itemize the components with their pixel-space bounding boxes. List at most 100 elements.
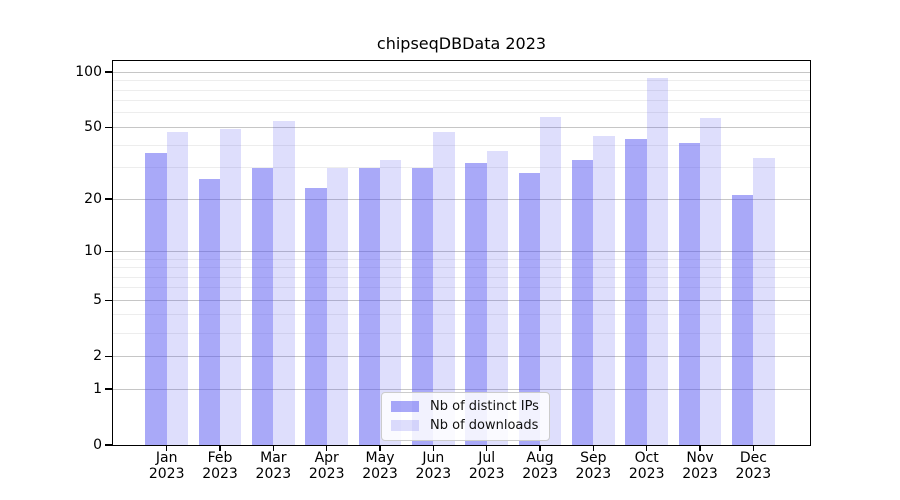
y-tick <box>105 126 112 129</box>
x-tick <box>485 445 488 451</box>
x-tick <box>539 445 541 451</box>
y-tick-label: 20 <box>84 191 102 208</box>
x-tick-label-feb: Feb 2023 <box>188 450 252 482</box>
bar-nb-of-distinct-ips-jan <box>145 153 167 445</box>
gridline-major <box>113 355 810 357</box>
y-tick-label: 2 <box>93 348 102 365</box>
gridline-major <box>113 71 810 73</box>
chart-title: chipseqDBData 2023 <box>376 34 547 53</box>
x-tick-year: 2023 <box>735 465 772 482</box>
gridline-major <box>113 299 810 301</box>
x-tick-label-sep: Sep 2023 <box>561 450 625 482</box>
y-tick-label: 10 <box>84 243 102 260</box>
x-tick <box>272 445 275 451</box>
gridline-major <box>113 198 810 200</box>
x-tick-label-mar: Mar 2023 <box>241 450 305 482</box>
x-tick-year: 2023 <box>682 465 718 482</box>
bar-nb-of-downloads-feb <box>220 129 242 445</box>
x-tick-month: Dec <box>739 450 767 466</box>
bar-nb-of-distinct-ips-jun <box>412 167 434 445</box>
x-tick <box>165 445 168 451</box>
x-tick-month: Mar <box>260 450 287 466</box>
x-tick <box>325 445 328 451</box>
bar-nb-of-downloads-apr <box>326 167 349 445</box>
bar-nb-of-downloads-aug <box>540 117 562 445</box>
gridline-minor <box>113 314 810 316</box>
x-tick-label-apr: Apr 2023 <box>295 450 359 482</box>
x-tick-month: Feb <box>207 450 233 466</box>
x-tick-year: 2023 <box>362 465 398 482</box>
x-tick-year: 2023 <box>202 465 238 482</box>
x-tick-month: Apr <box>314 450 339 466</box>
x-tick-label-jul: Jul 2023 <box>455 450 519 482</box>
legend-label-distinct-ips: Nb of distinct IPs <box>430 399 539 414</box>
bar-nb-of-downloads-dec <box>753 157 775 445</box>
x-tick-month: Sep <box>580 450 607 466</box>
y-tick <box>105 71 112 73</box>
x-tick-year: 2023 <box>468 465 505 482</box>
bar-nb-of-distinct-ips-oct <box>625 139 647 445</box>
gridline-minor <box>113 112 810 114</box>
y-tick-label: 1 <box>93 381 102 397</box>
bar-nb-of-downloads-jan <box>166 132 189 445</box>
x-tick-year: 2023 <box>628 465 665 482</box>
x-tick <box>379 445 381 451</box>
y-tick-label: 100 <box>75 64 102 81</box>
gridline-minor <box>113 100 810 102</box>
x-tick-year: 2023 <box>255 465 292 482</box>
legend-swatch-distinct-ips <box>391 401 419 412</box>
gridline-minor <box>113 287 810 289</box>
bar-nb-of-downloads-may <box>380 160 402 445</box>
bar-nb-of-downloads-sep <box>593 135 615 445</box>
legend: Nb of distinct IPs Nb of downloads <box>381 392 550 441</box>
x-tick-label-nov: Nov 2023 <box>668 450 732 482</box>
bar-nb-of-downloads-jul <box>486 151 509 445</box>
gridline-minor <box>113 276 810 278</box>
x-tick-label-jun: Jun 2023 <box>401 450 465 482</box>
bar-nb-of-distinct-ips-dec <box>732 195 754 445</box>
gridline-major <box>113 388 810 390</box>
legend-item-downloads: Nb of downloads <box>391 416 539 435</box>
y-tick <box>105 388 112 390</box>
x-tick-label-oct: Oct 2023 <box>615 450 679 482</box>
x-tick-label-aug: Aug 2023 <box>508 450 572 482</box>
x-tick-label-jan: Jan 2023 <box>135 450 199 482</box>
x-tick-month: Jul <box>478 450 496 466</box>
x-tick-month: Oct <box>634 450 659 466</box>
x-tick-month: Jun <box>422 450 445 466</box>
legend-item-distinct-ips: Nb of distinct IPs <box>391 397 539 416</box>
gridline-minor <box>113 258 810 260</box>
gridline-minor <box>113 144 810 146</box>
x-tick-month: Nov <box>686 450 714 466</box>
x-tick-year: 2023 <box>415 465 452 482</box>
y-tick <box>105 355 112 357</box>
bar-nb-of-distinct-ips-may <box>358 167 381 445</box>
legend-label-downloads: Nb of downloads <box>430 418 539 433</box>
x-tick <box>432 445 435 451</box>
gridline-minor <box>113 89 810 91</box>
bar-nb-of-distinct-ips-sep <box>572 160 594 445</box>
x-tick-month: May <box>365 450 395 466</box>
x-tick <box>645 445 648 451</box>
y-tick-label: 5 <box>93 292 102 309</box>
x-tick <box>592 445 595 451</box>
y-tick <box>105 444 112 446</box>
bar-nb-of-distinct-ips-aug <box>518 173 541 445</box>
gridline-minor <box>113 80 810 82</box>
y-tick <box>105 250 112 253</box>
bar-nb-of-downloads-nov <box>700 118 722 445</box>
bar-nb-of-downloads-mar <box>273 121 295 445</box>
bar-nb-of-distinct-ips-nov <box>678 143 701 445</box>
x-tick <box>219 445 221 451</box>
bar-nb-of-distinct-ips-mar <box>252 167 274 445</box>
gridline-major <box>113 250 810 252</box>
plot-area <box>113 61 810 445</box>
x-tick-year: 2023 <box>575 465 612 482</box>
gridline-minor <box>113 332 810 334</box>
bar-nb-of-distinct-ips-jul <box>465 162 487 445</box>
y-tick-label: 50 <box>84 119 102 136</box>
x-tick-month: Aug <box>526 450 554 466</box>
y-tick-label: 0 <box>93 437 102 453</box>
x-tick-year: 2023 <box>148 465 185 482</box>
